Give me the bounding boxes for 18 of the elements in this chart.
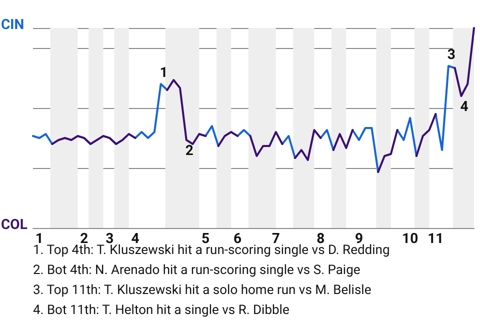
annotation: 1: [160, 65, 168, 81]
x-tick-label: 3: [106, 231, 114, 247]
x-tick-label: 7: [272, 231, 280, 247]
text: 2. Bot 4th: N. Arenado hit a run-scoring single vs S. Paige: [33, 263, 360, 278]
x-tick-label: 9: [354, 231, 363, 247]
text: 3. Top 11th: T. Kluszewski hit a solo home run vs M. Belisle: [33, 283, 372, 298]
x-tick-label: 4: [131, 231, 140, 247]
text: CIN: [1, 17, 24, 33]
x-tick-label: 6: [234, 231, 242, 247]
text: 4. Bot 11th: T. Helton hit a single vs R. Dibble: [33, 303, 290, 318]
annotation: 3: [447, 47, 456, 63]
x-tick-label: 8: [316, 231, 325, 247]
x-tick-label: 10: [402, 231, 418, 247]
annotation: 2: [185, 143, 194, 159]
x-tick-label: 5: [202, 231, 210, 247]
text: COL: [1, 217, 28, 233]
x-tick-label: 11: [428, 231, 444, 247]
annotation: 4: [460, 99, 468, 115]
